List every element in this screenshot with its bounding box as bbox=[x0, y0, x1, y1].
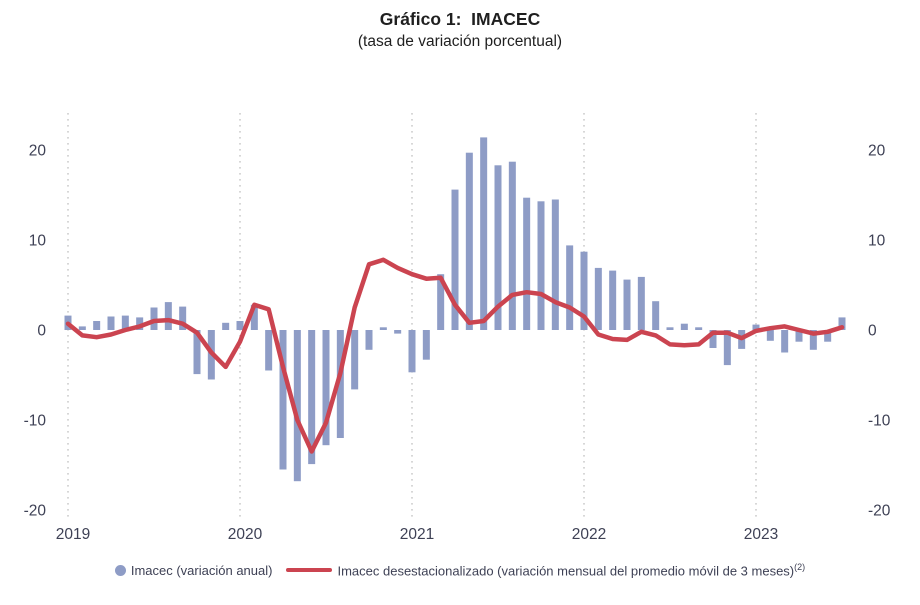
imacec-annual-bar bbox=[580, 251, 588, 330]
line-series-label: Imacec desestacionalizado (variación men… bbox=[337, 562, 806, 579]
imacec-annual-bar bbox=[351, 330, 359, 390]
imacec-annual-bar bbox=[265, 330, 273, 371]
imacec-annual-bar bbox=[623, 279, 631, 330]
y-axis-label-left: 10 bbox=[29, 233, 47, 250]
imacec-annual-bar bbox=[93, 321, 101, 330]
imacec-annual-bar bbox=[809, 330, 817, 350]
y-axis-label-right: 0 bbox=[868, 323, 877, 340]
imacec-annual-bar bbox=[824, 330, 832, 342]
imacec-annual-bar bbox=[537, 201, 545, 330]
imacec-annual-bar bbox=[379, 327, 387, 330]
imacec-annual-bar bbox=[752, 324, 760, 330]
imacec-annual-bar bbox=[193, 330, 201, 375]
x-axis-year-label: 2021 bbox=[400, 526, 434, 543]
imacec-annual-bar bbox=[838, 317, 846, 330]
imacec-seasonally-adjusted-line bbox=[65, 257, 845, 454]
imacec-annual-bar bbox=[136, 317, 144, 330]
imacec-annual-bar bbox=[322, 330, 330, 446]
imacec-annual-bar bbox=[121, 315, 129, 330]
x-axis-year-label: 2019 bbox=[56, 526, 90, 543]
imacec-annual-bar bbox=[494, 165, 502, 330]
imacec-annual-bar bbox=[422, 330, 430, 360]
imacec-annual-bar bbox=[408, 330, 416, 373]
y-axis-label-right: -10 bbox=[868, 413, 891, 430]
chart-subtitle: (tasa de variación porcentual) bbox=[357, 33, 563, 50]
imacec-annual-bar bbox=[250, 304, 258, 330]
x-axis-year-label: 2020 bbox=[228, 526, 263, 543]
imacec-annual-bar bbox=[336, 330, 344, 438]
x-axis-year-label: 2023 bbox=[744, 526, 778, 543]
imacec-annual-bar bbox=[566, 245, 574, 330]
line-series-swatch-icon bbox=[286, 567, 333, 573]
imacec-annual-bar bbox=[222, 322, 230, 330]
chart-header: Gráfico 1: IMACEC (tasa de variación por… bbox=[0, 9, 920, 51]
y-axis-label-left: 0 bbox=[37, 323, 46, 340]
imacec-annual-bar bbox=[236, 321, 244, 330]
y-axis-label-right: -20 bbox=[868, 503, 891, 520]
y-axis-label-left: 20 bbox=[29, 143, 47, 160]
imacec-annual-bar bbox=[365, 330, 373, 350]
imacec-annual-bar bbox=[781, 330, 789, 353]
imacec-annual-bar bbox=[551, 199, 559, 330]
chart-title: Gráfico 1: IMACEC bbox=[379, 9, 541, 29]
imacec-annual-bar bbox=[465, 152, 473, 330]
y-axis-label-right: 20 bbox=[868, 143, 886, 160]
y-axis-label-left: -10 bbox=[24, 413, 47, 430]
imacec-annual-bar bbox=[279, 330, 287, 470]
imacec-annual-bar bbox=[480, 137, 488, 330]
imacec-annual-bar bbox=[609, 270, 617, 330]
imacec-annual-bar bbox=[293, 330, 301, 482]
imacec-annual-bar bbox=[666, 327, 674, 330]
imacec-annual-bar bbox=[394, 330, 402, 334]
imacec-annual-bar bbox=[795, 330, 803, 342]
footnote-marker: (2) bbox=[794, 562, 806, 572]
imacec-annual-bar bbox=[523, 197, 531, 330]
imacec-annual-bar bbox=[508, 161, 516, 330]
imacec-annual-bar bbox=[652, 301, 660, 330]
imacec-annual-bar bbox=[680, 323, 688, 330]
y-axis-label-right: 10 bbox=[868, 233, 886, 250]
imacec-annual-bar bbox=[451, 189, 459, 330]
x-axis-year-label: 2022 bbox=[572, 526, 606, 543]
imacec-annual-bar bbox=[637, 276, 645, 330]
imacec-annual-bar bbox=[723, 330, 731, 366]
imacec-annual-bar bbox=[164, 302, 172, 330]
imacec-annual-bar bbox=[179, 306, 187, 330]
legend-item-bars: Imacec (variación anual) bbox=[114, 562, 273, 578]
bar-series-swatch-icon bbox=[114, 564, 126, 576]
legend-item-line: Imacec desestacionalizado (variación men… bbox=[286, 562, 805, 578]
imacec-annual-bar bbox=[766, 330, 774, 341]
imacec-annual-bar bbox=[709, 330, 717, 348]
imacec-annual-bar bbox=[308, 330, 316, 465]
imacec-annual-bar bbox=[695, 327, 703, 330]
imacec-annual-bar bbox=[107, 316, 115, 330]
imacec-annual-bar bbox=[594, 267, 602, 330]
chart-legend: Imacec (variación anual) Imacec desestac… bbox=[0, 562, 920, 578]
imacec-annual-bar bbox=[437, 274, 445, 330]
bar-series-label: Imacec (variación anual) bbox=[130, 562, 273, 578]
imacec-annual-bar bbox=[78, 326, 86, 330]
y-axis-label-left: -20 bbox=[24, 503, 47, 520]
